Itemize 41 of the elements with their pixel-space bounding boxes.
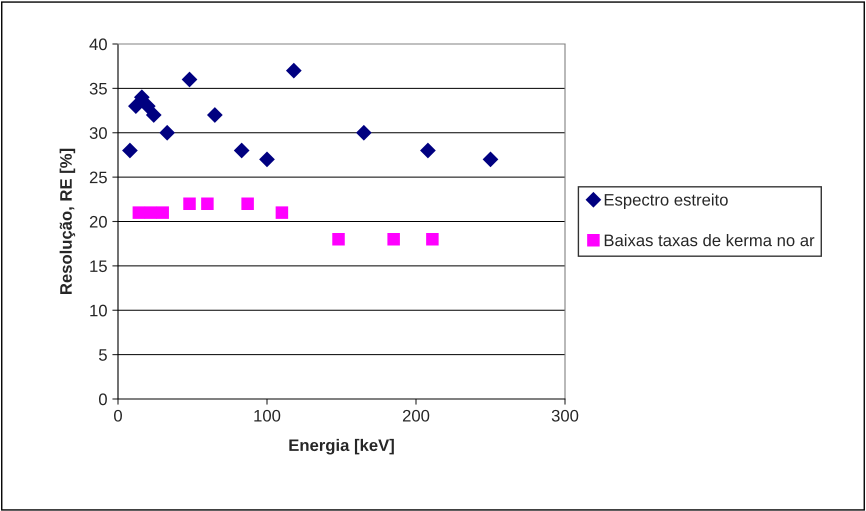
point bbox=[201, 198, 214, 210]
point bbox=[146, 107, 162, 123]
point bbox=[332, 233, 345, 246]
y-tick-label: 15 bbox=[90, 260, 107, 272]
legend-label: Baixas taxas de kerma no ar bbox=[604, 234, 814, 246]
y-axis-title: Resolução, RE [%] bbox=[60, 148, 76, 294]
point bbox=[276, 206, 288, 219]
y-tick-label: 0 bbox=[98, 393, 107, 406]
point bbox=[156, 206, 169, 219]
point bbox=[426, 233, 439, 246]
y-tick-label: 10 bbox=[90, 304, 107, 316]
legend-label: Espectro estreito bbox=[604, 193, 728, 209]
point bbox=[122, 142, 138, 158]
x-axis-title: Energia [keV] bbox=[289, 438, 394, 454]
point bbox=[356, 125, 372, 140]
point bbox=[140, 98, 156, 114]
y-tick-label: 35 bbox=[90, 82, 107, 95]
point bbox=[482, 152, 498, 167]
y-tick-label: 25 bbox=[90, 172, 107, 184]
point bbox=[259, 152, 275, 167]
point bbox=[128, 98, 144, 114]
point bbox=[420, 142, 436, 158]
point bbox=[144, 206, 158, 219]
point bbox=[234, 142, 250, 158]
point bbox=[207, 107, 222, 123]
point bbox=[160, 125, 175, 140]
point bbox=[387, 233, 400, 246]
x-tick-label: 0 bbox=[114, 410, 122, 422]
point bbox=[182, 72, 198, 88]
x-tick-label: 300 bbox=[552, 410, 578, 422]
y-tick-label: 5 bbox=[98, 349, 107, 361]
point bbox=[132, 206, 146, 219]
x-tick-label: 100 bbox=[254, 410, 280, 422]
point bbox=[286, 63, 302, 78]
y-tick-label: 40 bbox=[89, 38, 107, 50]
y-tick-label: 30 bbox=[90, 127, 107, 139]
point bbox=[241, 198, 254, 210]
point bbox=[183, 198, 196, 210]
point bbox=[134, 90, 150, 105]
y-tick-label: 20 bbox=[90, 216, 107, 228]
x-tick-label: 200 bbox=[402, 410, 430, 422]
